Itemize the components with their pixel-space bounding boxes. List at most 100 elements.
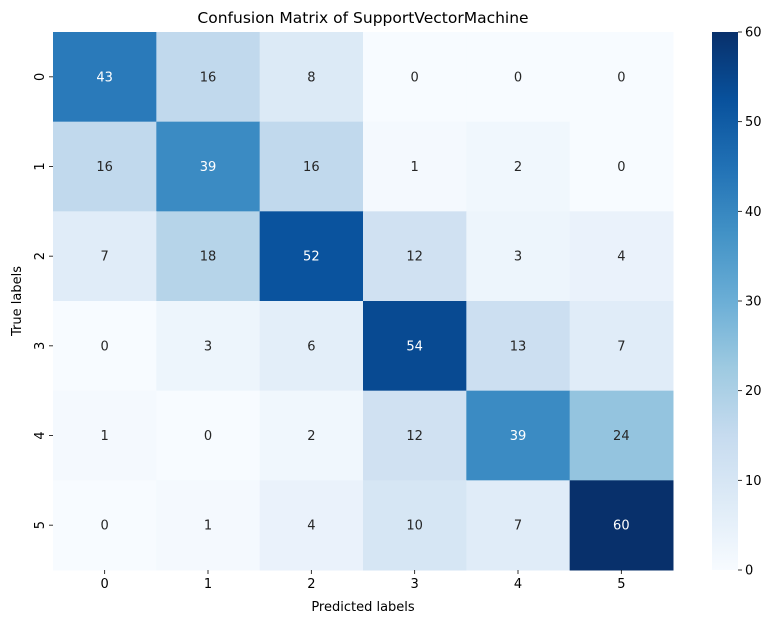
cell-value-label: 6 xyxy=(307,339,315,354)
heatmap-cell xyxy=(466,32,571,123)
heatmap-cell xyxy=(53,121,157,212)
heatmap-cell xyxy=(466,121,571,212)
heatmap-cell xyxy=(53,32,157,123)
heatmap-cell xyxy=(569,301,674,392)
cell-value-label: 0 xyxy=(617,70,625,85)
colorbar-tick-label: 0 xyxy=(745,564,753,579)
x-tick-label: 5 xyxy=(617,577,625,592)
cell-value-label: 16 xyxy=(200,70,217,85)
cell-value-label: 0 xyxy=(204,429,212,444)
heatmap-cell xyxy=(156,480,261,571)
cell-value-label: 1 xyxy=(101,429,109,444)
heatmap-cell xyxy=(466,480,571,571)
heatmap-cell xyxy=(53,390,157,481)
heatmap-cells: 43 16 8 0 0 016 39 16 1 2 07 18 52 12 3 40 3 6 54 13 71 0 2 12 3… xyxy=(53,32,674,571)
cell-value-label: 7 xyxy=(617,339,625,354)
y-tick-label: 3 xyxy=(33,342,48,350)
colorbar-tick-label: 50 xyxy=(745,115,762,130)
cell-value-label: 2 xyxy=(307,429,315,444)
x-tick-label: 3 xyxy=(411,577,419,592)
heatmap-cell xyxy=(569,32,674,123)
cell-value-label: 60 xyxy=(613,519,630,534)
cell-value-label: 54 xyxy=(406,339,423,354)
cell-value-label: 7 xyxy=(101,250,109,265)
heatmap-cell xyxy=(363,211,467,302)
cell-value-label: 12 xyxy=(406,250,423,265)
cell-value-label: 18 xyxy=(200,250,217,265)
heatmap-cell xyxy=(259,390,364,481)
heatmap-cell xyxy=(156,211,261,302)
cell-value-label: 12 xyxy=(406,429,423,444)
cell-value-label: 0 xyxy=(411,70,419,85)
cell-value-label: 39 xyxy=(200,160,217,175)
cell-value-label: 7 xyxy=(514,519,522,534)
colorbar-tick-label: 60 xyxy=(745,26,762,41)
heatmap-cell xyxy=(53,211,157,302)
heatmap-cell xyxy=(53,480,157,571)
cell-value-label: 3 xyxy=(204,339,212,354)
heatmap-cell xyxy=(569,211,674,302)
heatmap-cell xyxy=(259,32,364,123)
heatmap-cell xyxy=(363,301,467,392)
heatmap-cell xyxy=(259,121,364,212)
y-tick-label: 2 xyxy=(33,252,48,260)
colorbar: 0 10 20 30 40 50 60 xyxy=(712,26,762,579)
cell-value-label: 0 xyxy=(101,339,109,354)
colorbar-gradient xyxy=(712,32,738,570)
x-tick-label: 1 xyxy=(204,577,212,592)
heatmap-cell xyxy=(156,121,261,212)
heatmap-cell xyxy=(156,301,261,392)
colorbar-tick-label: 10 xyxy=(745,474,762,489)
cell-value-label: 0 xyxy=(101,519,109,534)
cell-value-label: 3 xyxy=(514,250,522,265)
heatmap-cell xyxy=(569,121,674,212)
colorbar-tick-label: 30 xyxy=(745,295,762,310)
x-tick-label: 2 xyxy=(307,577,315,592)
heatmap-cell xyxy=(259,301,364,392)
heatmap-cell xyxy=(156,32,261,123)
heatmap-cell xyxy=(53,301,157,392)
heatmap-cell xyxy=(363,121,467,212)
chart-title: Confusion Matrix of SupportVectorMachine xyxy=(197,9,528,27)
cell-value-label: 2 xyxy=(514,160,522,175)
heatmap-cell xyxy=(363,390,467,481)
cell-value-label: 1 xyxy=(204,519,212,534)
cell-value-label: 52 xyxy=(303,250,320,265)
heatmap-cell xyxy=(363,480,467,571)
cell-value-label: 24 xyxy=(613,429,630,444)
cell-value-label: 39 xyxy=(510,429,527,444)
y-tick-label: 0 xyxy=(33,73,48,81)
cell-value-label: 16 xyxy=(96,160,113,175)
cell-value-label: 8 xyxy=(307,70,315,85)
y-tick-label: 4 xyxy=(33,431,48,439)
heatmap-cell xyxy=(466,390,571,481)
heatmap-cell xyxy=(466,211,571,302)
heatmap-cell xyxy=(259,480,364,571)
heatmap-cell xyxy=(569,390,674,481)
y-tick-label: 5 xyxy=(33,521,48,529)
x-axis-label: Predicted labels xyxy=(311,600,415,615)
heatmap-cell xyxy=(569,480,674,571)
y-tick-label: 1 xyxy=(33,162,48,170)
cell-value-label: 16 xyxy=(303,160,320,175)
cell-value-label: 10 xyxy=(406,519,423,534)
cell-value-label: 43 xyxy=(96,70,113,85)
colorbar-tick-label: 40 xyxy=(745,205,762,220)
cell-value-label: 4 xyxy=(307,519,315,534)
x-tick-label: 0 xyxy=(101,577,109,592)
cell-value-label: 4 xyxy=(617,250,625,265)
heatmap-cell xyxy=(259,211,364,302)
colorbar-tick-label: 20 xyxy=(745,384,762,399)
cell-value-label: 13 xyxy=(510,339,527,354)
cell-value-label: 1 xyxy=(411,160,419,175)
y-axis: 0 1 2 3 4 5 xyxy=(33,73,53,529)
x-axis: 0 1 2 3 4 5 xyxy=(101,570,625,592)
heatmap-cell xyxy=(156,390,261,481)
y-axis-label: True labels xyxy=(10,266,25,337)
heatmap-cell xyxy=(466,301,571,392)
x-tick-label: 4 xyxy=(514,577,522,592)
cell-value-label: 0 xyxy=(514,70,522,85)
heatmap-cell xyxy=(363,32,467,123)
cell-value-label: 0 xyxy=(617,160,625,175)
